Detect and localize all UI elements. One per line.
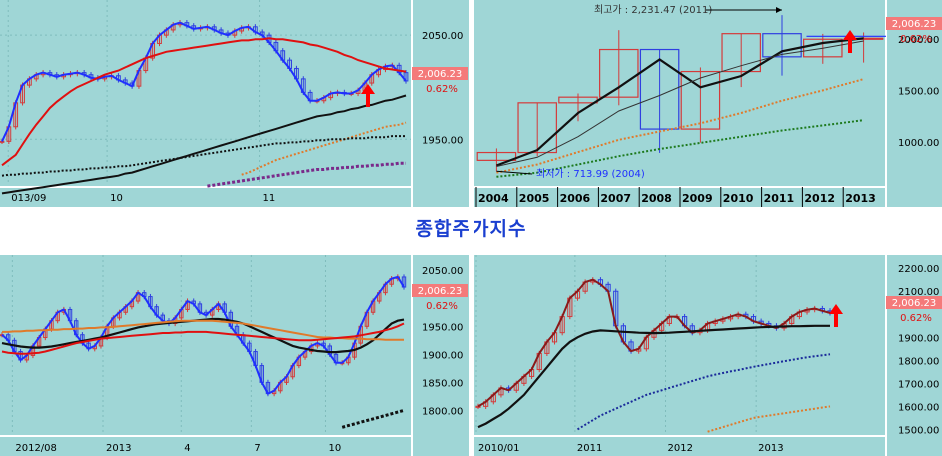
x-tick-label: 2011: [577, 443, 602, 454]
marker-arrow-shaft: [848, 39, 852, 53]
annotation-low: 최저가 : 713.99 (2004): [536, 168, 645, 180]
series-line: [1, 94, 407, 195]
change-label: 0.62%: [900, 34, 932, 45]
series-line: [1, 275, 405, 395]
annotation-low-pointer: [496, 170, 533, 175]
y-tick-label: 1000.00: [898, 138, 939, 149]
candle-body: [762, 33, 802, 58]
marker-arrow-head: [361, 84, 375, 94]
x-tick-label: 2005: [519, 192, 550, 205]
candle-body: [639, 48, 680, 130]
weekly-chart-panel: 1800.00 1850.00 1900.00 1950.00 2050.00 2012/…: [0, 255, 469, 456]
annotation-high: 최고가 : 2,231.47 (2011): [594, 4, 712, 16]
y-tick-label: 1900.00: [422, 350, 463, 361]
series-line: [576, 353, 831, 431]
series-line: [241, 121, 407, 176]
price-label: 2,006.23: [418, 286, 463, 297]
column-divider: [469, 0, 474, 456]
x-tick-label: 10: [110, 193, 123, 204]
monthly-chart-panel: 1500.00 1600.00 1700.00 1800.00 1900.00 2100.…: [474, 255, 942, 456]
price-label-box: [886, 17, 942, 30]
series-line: [1, 322, 405, 355]
weekly-chart: 1800.00 1850.00 1900.00 1950.00 2050.00 2012/…: [0, 255, 468, 456]
daily-chart-panel: 1950.00 2050.00 013/09 10 11 2,006.23 0.62%: [0, 0, 469, 207]
x-tick-label: 013/09: [11, 193, 46, 204]
annotation-high-pointer-head: [776, 7, 782, 13]
y-tick-label: 2200.00: [898, 264, 939, 275]
monthly-chart: 1500.00 1600.00 1700.00 1800.00 1900.00 2100.…: [474, 255, 942, 456]
y-tick-label: 1800.00: [422, 406, 463, 417]
yearly-chart: 1000.00 1500.00 2000.00 2004 2005 2006 2007 200…: [474, 0, 942, 207]
x-tick-label: 2009: [682, 192, 713, 205]
marker-arrow-head: [843, 30, 857, 40]
price-label-box: [886, 296, 942, 309]
change-label: 0.62%: [900, 313, 932, 324]
x-tick-label: 4: [184, 443, 190, 454]
x-tick-label: 2006: [560, 192, 591, 205]
y-tick-label: 1600.00: [898, 402, 939, 413]
series-line: [341, 408, 405, 429]
series-line: [1, 135, 406, 177]
x-tick-label: 2012/08: [15, 443, 57, 454]
x-tick-label: 2007: [600, 192, 631, 205]
series-line: [1, 37, 407, 167]
x-tick-label: 2008: [641, 192, 672, 205]
series-line: [707, 405, 831, 433]
series-line: [496, 119, 864, 178]
marker-arrow-head: [829, 304, 843, 314]
y-tick-label: 1500.00: [898, 86, 939, 97]
candle-body: [476, 151, 517, 161]
series-line: [477, 324, 830, 429]
x-tick-label: 10: [328, 443, 341, 454]
x-tick-label: 7: [254, 443, 260, 454]
candle-body: [803, 38, 843, 58]
series-line: [207, 161, 406, 188]
price-label-box: [412, 67, 468, 80]
x-tick-label: 2012: [668, 443, 693, 454]
series-line: [496, 40, 864, 167]
x-tick-label: 2013: [106, 443, 131, 454]
candle-body: [517, 102, 557, 154]
y-tick-label: 1500.00: [898, 425, 939, 436]
y-tick-label: 2050.00: [422, 31, 463, 42]
candle-body: [680, 70, 721, 130]
x-tick-label: 2011: [764, 192, 795, 205]
y-tick-label: 1800.00: [898, 356, 939, 367]
y-tick-label: 1950.00: [422, 322, 463, 333]
y-tick-label: 2000.00: [898, 35, 939, 46]
y-tick-label: 1700.00: [898, 379, 939, 390]
y-tick-label: 2050.00: [422, 266, 463, 277]
x-tick-label: 2012: [804, 192, 835, 205]
change-label: 0.62%: [426, 301, 458, 312]
x-tick-label: 2013: [845, 192, 876, 205]
series-line: [1, 21, 407, 142]
candle-body: [721, 33, 761, 73]
series-line: [496, 37, 864, 167]
yearly-chart-panel: 1000.00 1500.00 2000.00 2004 2005 2006 2007 200…: [474, 0, 942, 207]
price-label: 2,006.23: [418, 69, 463, 80]
marker-arrow-shaft: [366, 93, 370, 107]
candle-body: [0, 140, 5, 143]
price-label-box: [412, 284, 468, 297]
price-label: 2,006.23: [892, 298, 937, 309]
y-tick-label: 2100.00: [898, 287, 939, 298]
x-tick-label: 2013: [758, 443, 783, 454]
y-tick-label: 1850.00: [422, 378, 463, 389]
series-line: [496, 78, 864, 174]
price-label: 2,006.23: [892, 19, 937, 30]
x-tick-label: 2004: [478, 192, 509, 205]
candle-body: [401, 276, 407, 288]
change-label: 0.62%: [426, 84, 458, 95]
x-tick-label: 11: [263, 193, 276, 204]
daily-chart: 1950.00 2050.00 013/09 10 11 2,006.23 0.62%: [0, 0, 468, 207]
x-tick-label: 2010/01: [478, 443, 520, 454]
y-tick-label: 1900.00: [898, 333, 939, 344]
x-tick-label: 2010: [723, 192, 754, 205]
marker-arrow-shaft: [834, 313, 838, 327]
y-tick-label: 1950.00: [422, 135, 463, 146]
